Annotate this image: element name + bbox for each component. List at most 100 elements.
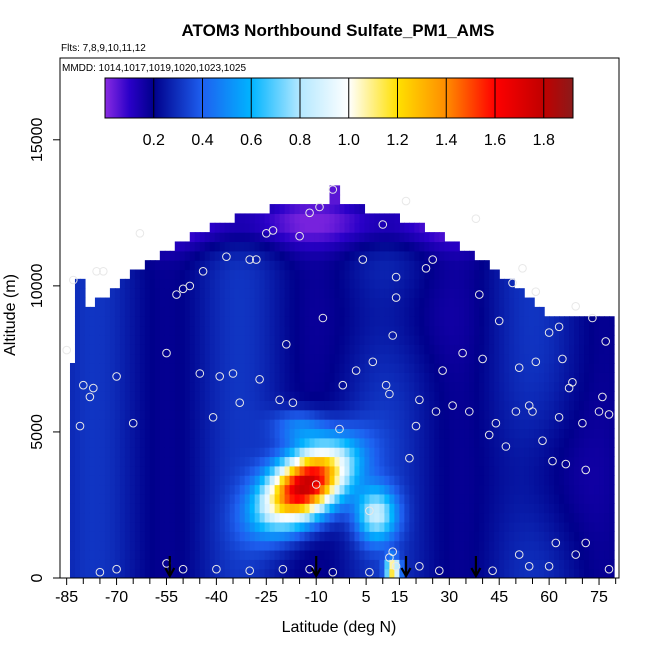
heatmap-cell bbox=[229, 475, 236, 486]
heatmap-cell bbox=[599, 503, 605, 514]
heatmap-cell bbox=[344, 372, 351, 383]
heatmap-cell bbox=[199, 288, 206, 299]
heatmap-cell bbox=[129, 484, 136, 495]
heatmap-cell bbox=[334, 484, 341, 495]
heatmap-cell bbox=[264, 512, 271, 523]
heatmap-cell bbox=[564, 531, 570, 542]
heatmap-cell bbox=[194, 521, 201, 532]
colorbar-tick-label: 0.4 bbox=[191, 132, 213, 149]
heatmap-cell bbox=[594, 521, 600, 532]
heatmap-cell bbox=[204, 372, 211, 383]
heatmap-cell bbox=[404, 447, 410, 458]
heatmap-cell bbox=[504, 512, 510, 523]
sample-point bbox=[385, 553, 394, 562]
heatmap-cell bbox=[269, 362, 276, 373]
heatmap-cell bbox=[499, 344, 505, 355]
heatmap-cell bbox=[509, 447, 515, 458]
heatmap-cell bbox=[459, 353, 465, 364]
heatmap-cell bbox=[309, 419, 316, 430]
heatmap-cell bbox=[429, 475, 435, 486]
heatmap-cell bbox=[554, 568, 560, 578]
heatmap-cell bbox=[139, 559, 146, 570]
heatmap-cell bbox=[439, 503, 445, 514]
heatmap-cell bbox=[269, 419, 276, 430]
heatmap-cell bbox=[369, 297, 376, 308]
heatmap-cell bbox=[474, 288, 480, 299]
heatmap-cell bbox=[424, 353, 430, 364]
sample-point bbox=[421, 264, 431, 273]
heatmap-cell bbox=[84, 437, 91, 448]
heatmap-cell bbox=[274, 306, 281, 317]
heatmap-cell bbox=[164, 503, 171, 514]
heatmap-cell bbox=[364, 419, 371, 430]
heatmap-cell bbox=[299, 549, 306, 560]
heatmap-cell bbox=[349, 447, 356, 458]
heatmap-cell bbox=[599, 465, 605, 476]
heatmap-cell bbox=[299, 381, 306, 392]
heatmap-cell bbox=[154, 503, 161, 514]
heatmap-cell bbox=[404, 297, 410, 308]
sample-point bbox=[484, 430, 494, 440]
heatmap-cell bbox=[129, 419, 136, 430]
heatmap-cell bbox=[169, 503, 176, 514]
heatmap-cell bbox=[199, 549, 206, 560]
heatmap-cell bbox=[174, 400, 181, 411]
heatmap-cell bbox=[289, 400, 296, 411]
heatmap-cell bbox=[324, 353, 331, 364]
heatmap-cell bbox=[464, 325, 470, 336]
heatmap-cell bbox=[594, 334, 600, 345]
heatmap-cell bbox=[234, 568, 241, 578]
heatmap-cell bbox=[434, 250, 440, 261]
heatmap-cell bbox=[74, 306, 81, 317]
heatmap-cell bbox=[194, 391, 201, 401]
heatmap-cell bbox=[149, 278, 156, 289]
sample-point bbox=[411, 421, 421, 431]
heatmap-cell bbox=[514, 381, 520, 392]
heatmap-cell bbox=[199, 316, 206, 327]
heatmap-cell bbox=[349, 306, 356, 317]
heatmap-cell bbox=[479, 549, 485, 560]
heatmap-cell bbox=[304, 325, 311, 336]
heatmap-cell bbox=[269, 503, 276, 514]
heatmap-cell bbox=[399, 269, 405, 280]
heatmap-cell bbox=[529, 437, 535, 448]
heatmap-cell bbox=[519, 521, 525, 532]
heatmap-cell bbox=[379, 334, 386, 345]
heatmap-cell bbox=[529, 334, 535, 345]
heatmap-cell bbox=[534, 493, 540, 504]
heatmap-cell bbox=[454, 409, 460, 420]
heatmap-cell bbox=[584, 362, 590, 373]
heatmap-cell bbox=[229, 512, 236, 523]
heatmap-cell bbox=[224, 568, 231, 578]
heatmap-cell bbox=[169, 400, 176, 411]
heatmap-cell bbox=[304, 484, 311, 495]
heatmap-cell bbox=[279, 540, 286, 551]
heatmap-cell bbox=[254, 372, 261, 383]
sample-point bbox=[604, 410, 614, 419]
heatmap-cell bbox=[394, 409, 400, 420]
heatmap-cell bbox=[179, 512, 186, 523]
heatmap-cell bbox=[459, 493, 465, 504]
heatmap-cell bbox=[159, 353, 166, 364]
heatmap-cell bbox=[489, 381, 495, 392]
heatmap-cell bbox=[339, 334, 346, 345]
heatmap-cell bbox=[464, 278, 470, 289]
heatmap-cell bbox=[229, 325, 236, 336]
heatmap-cell bbox=[379, 568, 386, 578]
heatmap-cell bbox=[189, 316, 196, 327]
heatmap-cell bbox=[169, 559, 176, 570]
heatmap-cell bbox=[439, 409, 445, 420]
heatmap-cell bbox=[194, 409, 201, 420]
heatmap-cell bbox=[99, 568, 106, 578]
heatmap-cell bbox=[459, 334, 465, 345]
heatmap-cell bbox=[109, 531, 116, 542]
heatmap-cell bbox=[564, 568, 570, 578]
heatmap-cell bbox=[169, 306, 176, 317]
heatmap-cell bbox=[434, 297, 440, 308]
heatmap-cell bbox=[289, 465, 296, 476]
heatmap-cell bbox=[204, 297, 211, 308]
heatmap-cell bbox=[559, 540, 565, 551]
heatmap-cell bbox=[604, 316, 610, 327]
heatmap-cell bbox=[209, 381, 216, 392]
heatmap-cell bbox=[434, 540, 440, 551]
